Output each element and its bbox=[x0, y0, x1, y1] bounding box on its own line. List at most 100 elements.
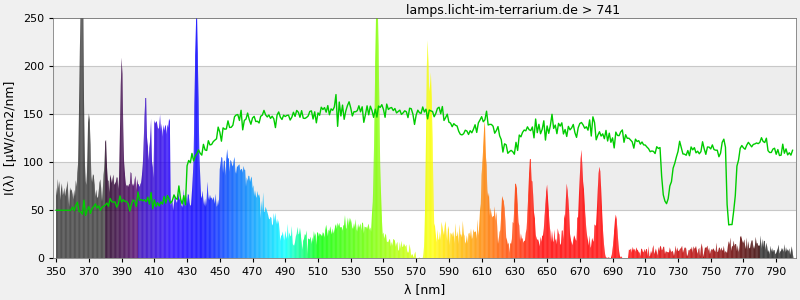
Polygon shape bbox=[505, 208, 506, 258]
Polygon shape bbox=[148, 146, 149, 258]
Polygon shape bbox=[258, 194, 259, 258]
Polygon shape bbox=[284, 238, 285, 258]
Polygon shape bbox=[135, 176, 136, 258]
Polygon shape bbox=[778, 245, 779, 258]
Polygon shape bbox=[669, 247, 670, 258]
Polygon shape bbox=[373, 168, 374, 258]
Polygon shape bbox=[526, 213, 527, 258]
Polygon shape bbox=[594, 224, 595, 258]
Polygon shape bbox=[783, 244, 784, 258]
Polygon shape bbox=[538, 239, 539, 258]
Polygon shape bbox=[635, 248, 636, 258]
Polygon shape bbox=[146, 98, 147, 258]
Polygon shape bbox=[562, 230, 563, 258]
Polygon shape bbox=[573, 241, 574, 258]
Polygon shape bbox=[255, 190, 256, 258]
Polygon shape bbox=[518, 222, 519, 258]
Polygon shape bbox=[285, 231, 286, 258]
Polygon shape bbox=[201, 196, 202, 258]
Polygon shape bbox=[404, 243, 405, 258]
Polygon shape bbox=[781, 248, 782, 258]
Polygon shape bbox=[657, 253, 658, 258]
Polygon shape bbox=[436, 236, 437, 258]
Polygon shape bbox=[320, 233, 321, 258]
Polygon shape bbox=[56, 188, 57, 258]
Polygon shape bbox=[571, 239, 572, 258]
Polygon shape bbox=[509, 242, 510, 258]
Polygon shape bbox=[465, 236, 466, 258]
Polygon shape bbox=[619, 251, 620, 258]
Polygon shape bbox=[752, 240, 753, 258]
Polygon shape bbox=[387, 242, 388, 258]
Polygon shape bbox=[59, 181, 60, 258]
Polygon shape bbox=[615, 214, 616, 258]
Polygon shape bbox=[120, 85, 121, 258]
Polygon shape bbox=[326, 225, 327, 258]
Polygon shape bbox=[782, 250, 783, 258]
Polygon shape bbox=[428, 40, 429, 258]
Polygon shape bbox=[133, 183, 134, 258]
Polygon shape bbox=[500, 230, 501, 258]
Polygon shape bbox=[789, 248, 790, 258]
Polygon shape bbox=[127, 185, 128, 258]
Polygon shape bbox=[661, 246, 662, 258]
Polygon shape bbox=[198, 99, 199, 258]
Polygon shape bbox=[456, 236, 457, 258]
Polygon shape bbox=[169, 119, 170, 258]
Polygon shape bbox=[427, 40, 428, 258]
Polygon shape bbox=[143, 142, 144, 258]
Polygon shape bbox=[788, 249, 789, 258]
Polygon shape bbox=[543, 229, 544, 258]
Polygon shape bbox=[209, 195, 210, 258]
Polygon shape bbox=[720, 248, 721, 258]
Polygon shape bbox=[480, 204, 481, 258]
Polygon shape bbox=[449, 230, 450, 258]
Polygon shape bbox=[613, 242, 614, 258]
Polygon shape bbox=[618, 242, 619, 258]
Polygon shape bbox=[676, 248, 677, 258]
Polygon shape bbox=[296, 234, 297, 258]
Polygon shape bbox=[149, 148, 150, 258]
Polygon shape bbox=[698, 248, 699, 258]
Polygon shape bbox=[784, 244, 785, 258]
Polygon shape bbox=[644, 249, 645, 258]
Polygon shape bbox=[340, 227, 341, 258]
Polygon shape bbox=[515, 184, 516, 258]
Polygon shape bbox=[358, 224, 359, 258]
Polygon shape bbox=[546, 184, 547, 258]
Polygon shape bbox=[269, 219, 270, 258]
Polygon shape bbox=[236, 167, 237, 258]
Polygon shape bbox=[304, 234, 305, 258]
Polygon shape bbox=[484, 121, 485, 258]
Polygon shape bbox=[138, 184, 140, 258]
Polygon shape bbox=[773, 250, 774, 258]
Polygon shape bbox=[516, 184, 517, 258]
Polygon shape bbox=[250, 178, 251, 258]
Polygon shape bbox=[123, 128, 124, 258]
Polygon shape bbox=[632, 247, 633, 258]
Polygon shape bbox=[499, 232, 500, 258]
Polygon shape bbox=[460, 235, 461, 258]
Polygon shape bbox=[431, 72, 432, 258]
Polygon shape bbox=[412, 254, 413, 258]
Polygon shape bbox=[401, 241, 402, 258]
Polygon shape bbox=[721, 248, 722, 258]
Polygon shape bbox=[476, 232, 477, 258]
Polygon shape bbox=[447, 226, 448, 258]
Polygon shape bbox=[544, 216, 545, 258]
Polygon shape bbox=[274, 213, 275, 258]
Polygon shape bbox=[306, 230, 307, 258]
Polygon shape bbox=[277, 219, 278, 258]
Polygon shape bbox=[671, 251, 672, 258]
Polygon shape bbox=[482, 147, 483, 258]
Polygon shape bbox=[477, 219, 478, 258]
Polygon shape bbox=[630, 249, 631, 258]
Polygon shape bbox=[109, 181, 110, 258]
Polygon shape bbox=[733, 241, 734, 258]
Polygon shape bbox=[522, 238, 523, 258]
Polygon shape bbox=[164, 127, 165, 258]
Polygon shape bbox=[409, 244, 410, 258]
Polygon shape bbox=[129, 184, 130, 258]
Polygon shape bbox=[489, 193, 490, 258]
Polygon shape bbox=[545, 204, 546, 258]
